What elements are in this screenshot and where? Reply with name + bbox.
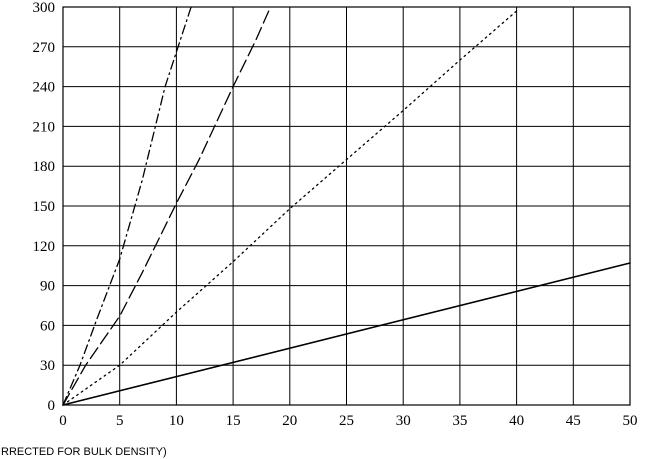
y-tick-label: 30 bbox=[40, 358, 55, 374]
y-tick-label: 300 bbox=[33, 0, 56, 16]
y-tick-label: 180 bbox=[33, 159, 56, 175]
y-tick-label: 120 bbox=[33, 239, 56, 255]
x-axis-label: RRECTED FOR BULK DENSITY) bbox=[1, 446, 167, 458]
x-tick-label: 30 bbox=[396, 413, 411, 429]
series-line-solid bbox=[62, 262, 631, 406]
x-tick-label: 25 bbox=[339, 413, 354, 429]
x-tick-label: 35 bbox=[452, 413, 467, 429]
series-line-dotted bbox=[62, 10, 518, 406]
x-tick-label: 10 bbox=[169, 413, 184, 429]
x-tick-label: 15 bbox=[226, 413, 241, 429]
x-tick-label: 45 bbox=[566, 413, 581, 429]
y-tick-label: 90 bbox=[40, 279, 55, 295]
series-line-dashed bbox=[62, 6, 272, 406]
y-tick-label: 210 bbox=[33, 119, 56, 135]
y-tick-label: 60 bbox=[40, 318, 55, 334]
x-tick-label: 20 bbox=[282, 413, 297, 429]
y-tick-label: 150 bbox=[33, 199, 56, 215]
grid bbox=[62, 6, 631, 406]
x-tick-label: 50 bbox=[623, 413, 638, 429]
y-tick-label: 270 bbox=[33, 40, 56, 56]
series-group bbox=[62, 6, 631, 406]
y-tick-label: 240 bbox=[33, 80, 56, 96]
plot-frame bbox=[62, 6, 631, 406]
y-tick-label: 0 bbox=[48, 398, 56, 414]
x-tick-label: 40 bbox=[509, 413, 524, 429]
series-line-dash-dot bbox=[62, 6, 192, 406]
axes: 0 5 10 15 20 25 30 35 40 45 50 0 30 60 90 120 150 180 210 2… bbox=[33, 0, 638, 429]
x-tick-label: 5 bbox=[116, 413, 124, 429]
x-tick-label: 0 bbox=[59, 413, 67, 429]
